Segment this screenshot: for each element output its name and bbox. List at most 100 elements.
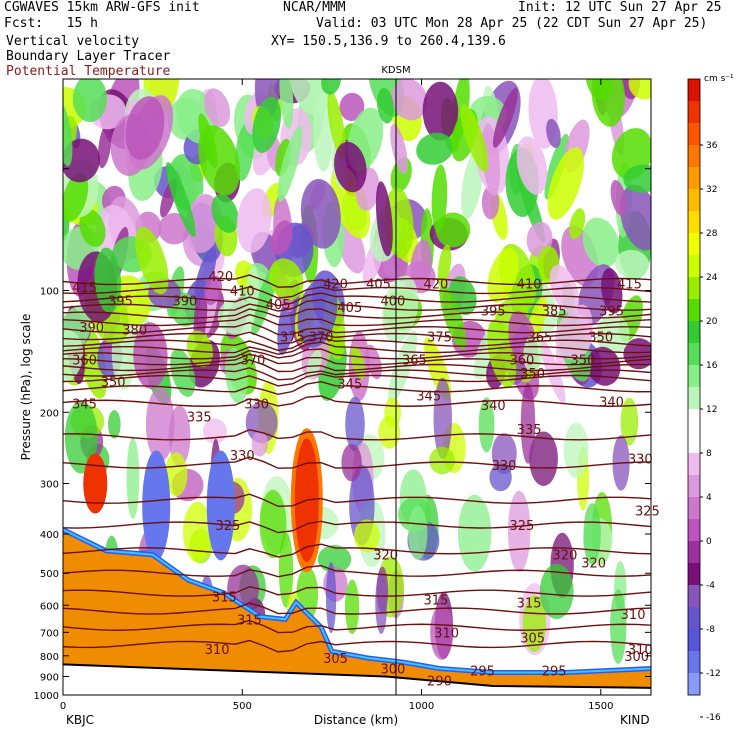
theta-label: 360 <box>72 353 97 368</box>
theta-contour <box>63 639 651 653</box>
colorbar-tick-label: 24 <box>706 273 718 283</box>
colorbar-swatch <box>688 541 700 564</box>
velocity-cell <box>416 132 454 165</box>
velocity-cell <box>388 330 418 404</box>
y-tick-label: 700 <box>40 628 59 639</box>
velocity-cell <box>350 345 366 380</box>
velocity-cell <box>487 247 519 303</box>
theta-label: 300 <box>380 663 405 678</box>
velocity-cell <box>170 348 196 397</box>
colorbar-swatch <box>688 343 700 366</box>
theta-label: 365 <box>402 353 427 368</box>
y-tick-label: 600 <box>40 601 59 612</box>
cross-section-endpoints: XY= 150.5,136.9 to 260.4,139.6 <box>271 34 506 49</box>
velocity-cell <box>569 208 586 240</box>
colorbar-swatch <box>688 101 700 124</box>
colorbar-swatch <box>688 453 700 476</box>
velocity-cell <box>108 410 121 439</box>
colorbar-swatch <box>688 409 700 432</box>
velocity-cell <box>430 604 454 660</box>
theta-contour <box>63 602 651 615</box>
theta-label: 410 <box>230 285 255 300</box>
velocity-cell <box>516 136 548 195</box>
colorbar-swatch <box>688 387 700 410</box>
y-axis-title: Pressure (hPa), log scale <box>19 314 33 461</box>
theta-label: 350 <box>101 376 126 391</box>
institution-label: NCAR/MMM <box>283 0 346 15</box>
velocity-cell <box>507 490 531 572</box>
theta-label: 405 <box>366 277 391 292</box>
theta-label: 415 <box>72 281 97 296</box>
colorbar-swatch <box>688 211 700 234</box>
theta-label: 325 <box>510 519 535 534</box>
velocity-cell <box>435 212 471 248</box>
theta-contour <box>63 619 651 634</box>
colorbar-tick-label: 28 <box>706 229 718 239</box>
theta-label: 420 <box>208 270 233 285</box>
velocity-cell <box>582 217 620 268</box>
velocity-cell <box>591 79 625 127</box>
velocity-cell <box>457 494 492 572</box>
velocity-cell <box>126 437 140 520</box>
field-vertical-velocity: Vertical velocity <box>6 34 140 49</box>
velocity-cell <box>182 501 212 563</box>
theta-label: 410 <box>517 277 542 292</box>
field-potential-temperature: Potential Temperature <box>6 64 171 79</box>
theta-contour <box>63 520 651 534</box>
theta-contour <box>63 331 651 345</box>
theta-label: 320 <box>373 549 398 564</box>
theta-label: 320 <box>553 549 578 564</box>
velocity-cell <box>72 79 108 123</box>
velocity-cell <box>300 178 341 249</box>
velocity-cell <box>97 122 112 169</box>
velocity-cell <box>317 545 352 574</box>
theta-label: 340 <box>599 395 624 410</box>
velocity-cell <box>431 164 448 233</box>
velocity-cell <box>198 125 241 196</box>
velocity-cell <box>271 220 293 256</box>
theta-contour <box>63 456 651 469</box>
theta-label: 340 <box>481 399 506 414</box>
valid-time: Valid: 03 UTC Mon 28 Apr 25 (22 CDT Sun … <box>316 16 708 31</box>
colorbar-tick-label: 0 <box>706 537 712 547</box>
velocity-cell <box>378 415 401 449</box>
updraft-core <box>83 453 108 514</box>
theta-label: 390 <box>79 321 104 336</box>
velocity-cell <box>439 283 467 350</box>
theta-label: 335 <box>517 423 542 438</box>
theta-label: 300 <box>624 650 649 665</box>
theta-label: 330 <box>230 449 255 464</box>
velocity-cell <box>245 401 278 444</box>
plot-frame <box>62 78 652 696</box>
model-title: CGWAVES 15km ARW-GFS init <box>4 0 200 15</box>
velocity-cell <box>63 172 89 222</box>
velocity-cell <box>288 79 330 117</box>
velocity-cell <box>339 92 365 122</box>
theta-label: 405 <box>337 301 362 316</box>
velocity-cell <box>145 387 175 462</box>
velocity-cell <box>135 226 169 295</box>
velocity-cell <box>211 194 239 233</box>
ground-line <box>63 663 651 689</box>
velocity-cell <box>489 463 512 492</box>
colorbar-swatch <box>688 123 700 146</box>
theta-contour <box>63 493 651 508</box>
velocity-cell <box>529 431 558 487</box>
station-left-label: KBJC <box>66 713 94 727</box>
colorbar-tick-label: -12 <box>706 669 721 679</box>
colorbar-swatch <box>688 255 700 278</box>
theta-contour <box>63 373 651 387</box>
theta-contour <box>63 292 651 307</box>
theta-label: 395 <box>599 304 624 319</box>
velocity-cell <box>327 90 346 161</box>
velocity-cell <box>325 562 337 634</box>
theta-contour <box>63 395 651 407</box>
velocity-cell <box>615 249 650 279</box>
velocity-cell <box>410 239 432 290</box>
colorbar-swatch <box>688 233 700 256</box>
colorbar-unit: cm s⁻¹ <box>704 74 734 84</box>
colorbar-swatch <box>688 673 700 696</box>
velocity-cell <box>345 396 365 452</box>
theta-label: 345 <box>416 390 441 405</box>
x-tick-label: 500 <box>233 701 252 712</box>
